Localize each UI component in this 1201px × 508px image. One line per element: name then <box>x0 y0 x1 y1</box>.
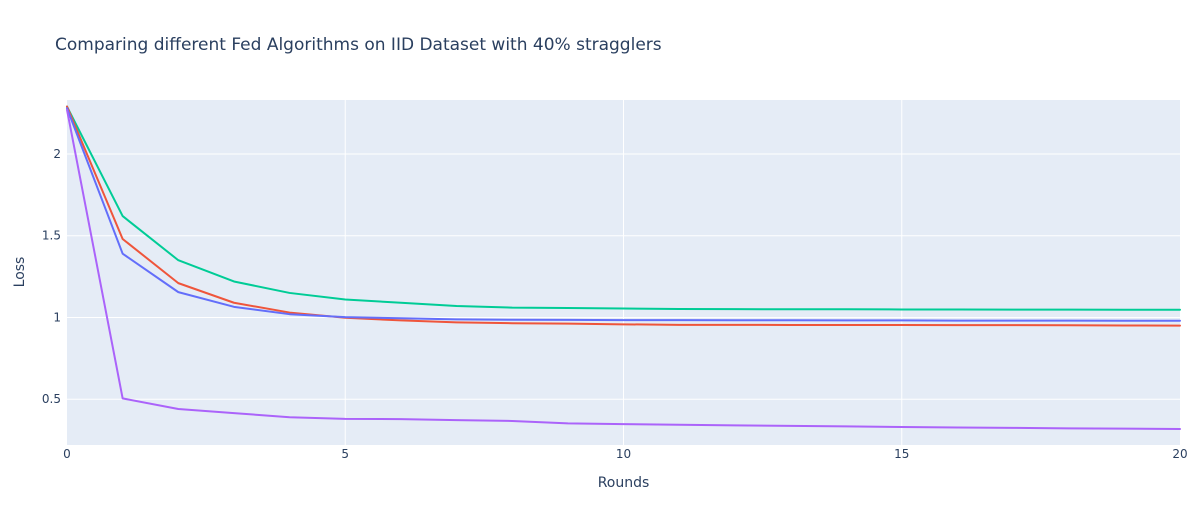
series-line-1 <box>66 105 1181 311</box>
y-tick-label: 1 <box>53 310 61 324</box>
chart-title: Comparing different Fed Algorithms on II… <box>55 35 662 55</box>
y-axis-title: Loss <box>12 257 28 288</box>
y-tick-label: 1.5 <box>42 229 61 243</box>
y-tick-label: 2 <box>53 147 61 161</box>
x-tick-label: 20 <box>1172 447 1187 461</box>
series-line-3 <box>66 107 1181 322</box>
x-tick-label: 15 <box>894 447 909 461</box>
y-gridlines <box>67 153 1180 400</box>
x-tick-label: 10 <box>616 447 631 461</box>
series-line-4 <box>66 108 1181 430</box>
series-lines <box>66 105 1181 430</box>
x-tick-label: 0 <box>63 447 71 461</box>
x-tick-label: 5 <box>341 447 349 461</box>
y-tick-label: 0.5 <box>42 392 61 406</box>
x-axis-title: Rounds <box>598 475 650 491</box>
x-gridlines <box>344 100 903 445</box>
series-line-2 <box>66 105 1181 327</box>
x-tick-labels: 0 5 10 15 20 <box>63 447 1187 461</box>
y-tick-labels: 0.5 1 1.5 2 <box>42 147 61 406</box>
